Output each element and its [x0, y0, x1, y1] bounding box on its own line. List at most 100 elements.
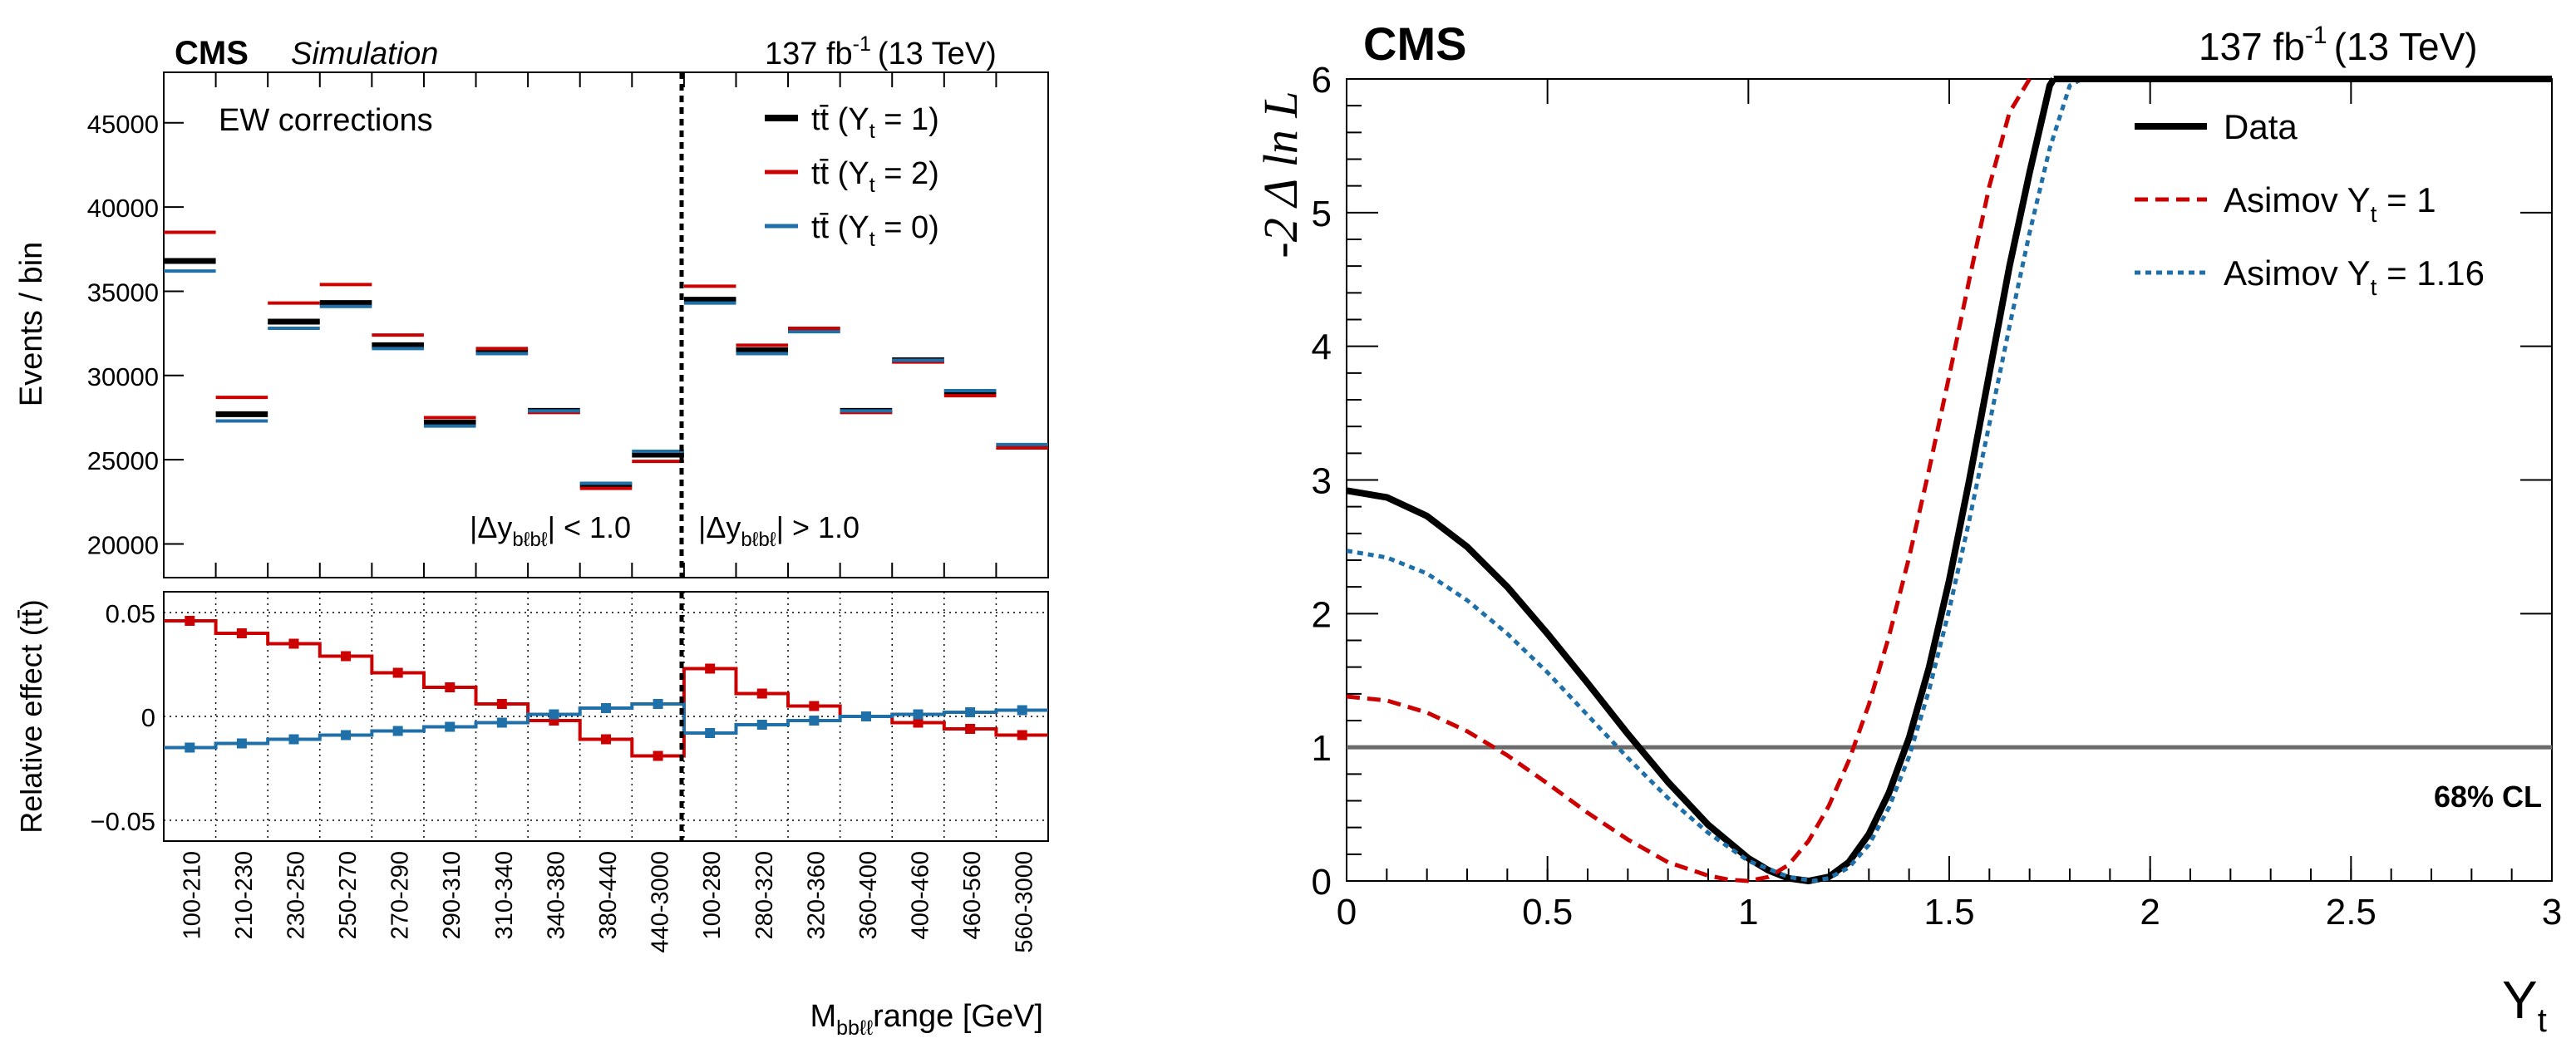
- ratio-category-label: 100-280: [699, 851, 726, 939]
- ratio-category-label: 310-340: [491, 851, 518, 939]
- ratio-category-label: 280-320: [751, 851, 778, 939]
- ratio-point: [913, 717, 924, 728]
- likelihood-legend: Data Asimov Yt = 1 Asimov Yt = 1.16: [2135, 107, 2485, 300]
- ratio-point: [809, 701, 820, 711]
- likelihood-ytick-label: 6: [1312, 60, 1332, 101]
- likelihood-panel: 0 0.5 1 1.5 2 2.5 3 0 1 2 3 4 5 6 68% CL CMS 137 fb-1…: [1254, 17, 2562, 1039]
- likelihood-frame: [1346, 78, 2553, 882]
- likelihood-curve-dotted: [1346, 76, 2083, 883]
- likelihood-xtick-label: 2: [2140, 892, 2160, 933]
- ratio-xlabel: Mbbℓℓrange [GeV]: [810, 999, 1043, 1040]
- ratio-point: [809, 716, 820, 726]
- likelihood-legend-entry: Asimov Yt = 1: [2224, 180, 2436, 227]
- likelihood-lumi: 137 fb-1 (13 TeV): [2199, 22, 2478, 68]
- ratio-point: [965, 724, 976, 734]
- upper-legend: tt̄ (Yt = 1) tt̄ (Yt = 2) tt̄ (Yt = 0): [765, 102, 939, 251]
- upper-panel: 20000 25000 30000 35000 40000 45000 CMS Simul…: [14, 32, 1049, 578]
- likelihood-ylabel: -2 Δ ln L: [1254, 91, 1308, 258]
- ratio-ytick-label: 0.05: [106, 599, 155, 628]
- ratio-category-label: 230-250: [283, 851, 309, 939]
- ratio-point: [445, 682, 456, 692]
- ratio-point: [341, 651, 352, 662]
- likelihood-curve-solid: [1346, 76, 2057, 884]
- ratio-point: [913, 709, 924, 720]
- ratio-point: [445, 721, 456, 732]
- ew-corrections-annotation: EW corrections: [219, 103, 433, 138]
- ratio-category-label: 380-440: [595, 851, 622, 939]
- ratio-point: [705, 728, 716, 738]
- ratio-point: [705, 663, 716, 674]
- upper-ytick-label: 25000: [87, 446, 159, 475]
- upper-ytick-label: 30000: [87, 362, 159, 391]
- likelihood-xtick-label: 3: [2542, 892, 2562, 933]
- upper-ytick-label: 40000: [87, 194, 159, 223]
- upper-ytick-label: 20000: [87, 530, 159, 559]
- ratio-ylabel: Relative effect (tt̄): [14, 599, 48, 833]
- cms-label: CMS: [175, 35, 249, 71]
- likelihood-ytick-label: 3: [1312, 461, 1332, 502]
- ratio-point: [965, 707, 976, 717]
- likelihood-xtick-label: 1: [1738, 892, 1758, 933]
- region-left-label: |Δybℓbℓ| < 1.0: [470, 510, 631, 551]
- ratio-ytick-label: 0: [141, 703, 155, 732]
- ratio-category-label: 290-310: [439, 851, 465, 939]
- ratio-point: [496, 717, 507, 728]
- likelihood-ytick-label: 0: [1312, 862, 1332, 903]
- ratio-category-label: 440-3000: [648, 851, 674, 953]
- ratio-point: [288, 638, 299, 649]
- ratio-point: [601, 703, 611, 713]
- ratio-point: [756, 688, 767, 699]
- likelihood-xlabel: Yt: [2502, 970, 2547, 1039]
- upper-frame: [163, 71, 1049, 578]
- ratio-ytick-label: −0.05: [91, 807, 155, 836]
- upper-legend-entry: tt̄ (Yt = 1): [811, 102, 939, 143]
- ratio-point: [236, 738, 247, 749]
- ratio-point: [496, 699, 507, 709]
- likelihood-legend-entry: Asimov Yt = 1.16: [2224, 253, 2485, 300]
- likelihood-curve-dashed: [1346, 77, 2032, 883]
- ratio-point: [185, 616, 195, 626]
- likelihood-legend-entry: Data: [2224, 107, 2298, 146]
- likelihood-ytick-label: 2: [1312, 594, 1332, 635]
- ratio-category-label: 100-210: [179, 851, 205, 939]
- likelihood-xtick-label: 0.5: [1522, 892, 1573, 933]
- likelihood-xtick-label: 2.5: [2326, 892, 2377, 933]
- likelihood-cms-label: CMS: [1363, 17, 1466, 70]
- ratio-point: [1017, 730, 1027, 741]
- upper-ytick-label: 45000: [87, 110, 159, 139]
- ratio-point: [653, 699, 663, 709]
- ratio-point: [185, 742, 195, 753]
- ratio-panel: 0.05 0 −0.05 100-210 210-230 230-250 250-270 2…: [14, 591, 1049, 1040]
- ratio-point: [1017, 705, 1027, 716]
- upper-legend-entry: tt̄ (Yt = 2): [811, 156, 939, 197]
- ratio-point: [236, 628, 247, 638]
- ratio-point: [341, 730, 352, 741]
- ratio-point: [392, 726, 403, 736]
- ratio-point: [756, 720, 767, 730]
- ratio-point: [392, 667, 403, 678]
- ratio-category-label: 400-460: [908, 851, 934, 939]
- region-right-label: |Δybℓbℓ| > 1.0: [698, 510, 859, 551]
- ratio-point: [288, 734, 299, 745]
- ratio-point: [549, 709, 559, 720]
- ratio-category-label: 250-270: [335, 851, 362, 939]
- ratio-category-label: 210-230: [231, 851, 258, 939]
- upper-lumi: 137 fb-1 (13 TeV): [765, 32, 997, 71]
- ratio-point: [653, 750, 663, 761]
- likelihood-xtick-label: 0: [1337, 892, 1357, 933]
- upper-ylabel: Events / bin: [14, 242, 49, 407]
- ratio-point: [860, 711, 871, 721]
- ratio-category-label: 270-290: [387, 851, 414, 939]
- ratio-category-label: 360-400: [855, 851, 882, 939]
- ratio-category-label: 460-560: [959, 851, 986, 939]
- likelihood-ytick-label: 4: [1312, 327, 1332, 368]
- cl-68-label: 68% CL: [2434, 780, 2542, 814]
- ratio-category-label: 320-360: [803, 851, 830, 939]
- ratio-point: [601, 734, 611, 745]
- upper-ytick-label: 35000: [87, 278, 159, 307]
- upper-legend-entry: tt̄ (Yt = 0): [811, 210, 939, 251]
- likelihood-xtick-label: 1.5: [1923, 892, 1974, 933]
- likelihood-ytick-label: 5: [1312, 194, 1332, 234]
- likelihood-ytick-label: 1: [1312, 728, 1332, 769]
